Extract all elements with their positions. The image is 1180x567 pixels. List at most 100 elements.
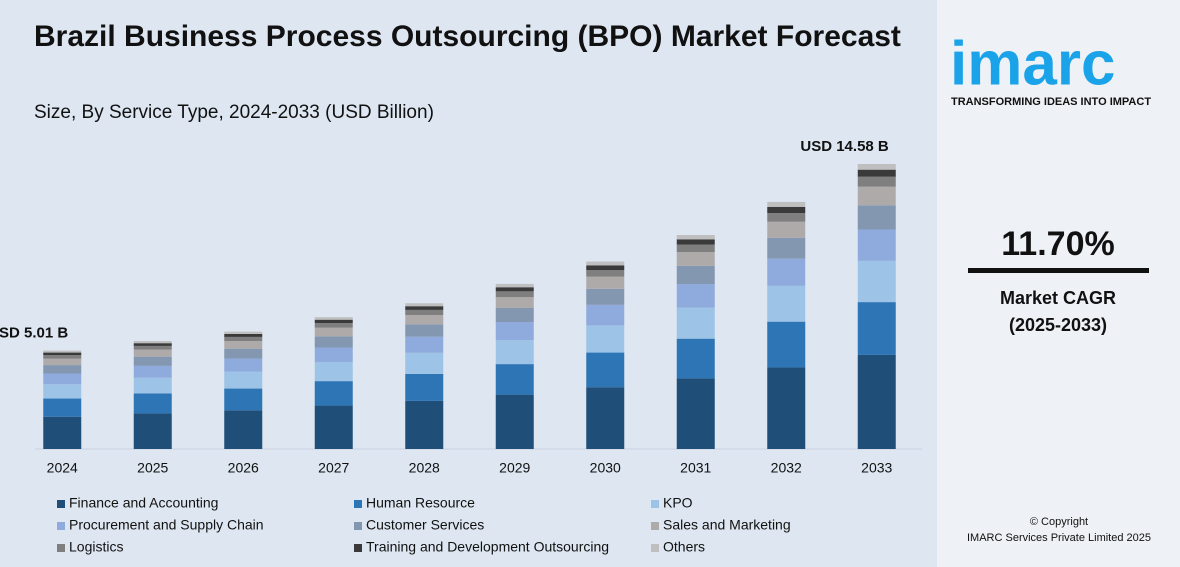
bar-segment: [586, 261, 625, 266]
total-label: USD 14.58 B: [800, 138, 889, 155]
bar-segment: [676, 265, 715, 285]
bar-segment: [676, 378, 715, 449]
bar-segment: [495, 297, 534, 308]
x-tick-label: 2029: [499, 460, 530, 476]
logo: imarc: [950, 29, 1115, 98]
bar-segment: [43, 384, 82, 399]
bar-segment: [405, 336, 444, 353]
legend-label: Logistics: [69, 539, 123, 555]
bar-segment: [224, 333, 263, 337]
legend-swatch: [354, 544, 362, 552]
bar-segment: [676, 284, 715, 308]
total-label: USD 5.01 B: [0, 325, 68, 342]
bar-segment: [676, 235, 715, 240]
bar-segment: [495, 340, 534, 365]
bar-segment: [495, 394, 534, 449]
bar-segment: [495, 322, 534, 341]
bar-segment: [405, 324, 444, 337]
bar-segment: [586, 265, 625, 271]
bar-segment: [224, 371, 263, 389]
bar-segment: [314, 336, 353, 348]
bar-segment: [857, 302, 896, 355]
chart-subtitle: Size, By Service Type, 2024-2033 (USD Bi…: [34, 102, 434, 123]
legend-swatch: [651, 500, 659, 508]
bar-segment: [405, 303, 444, 307]
bar-segment: [405, 306, 444, 310]
tagline: TRANSFORMING IDEAS INTO IMPACT: [951, 96, 1151, 108]
x-tick-label: 2030: [590, 460, 621, 476]
legend-swatch: [651, 522, 659, 530]
bar-segment: [314, 361, 353, 382]
bar-segment: [857, 205, 896, 230]
bar-segment: [767, 206, 806, 214]
legend-swatch: [57, 500, 65, 508]
bar-segment: [676, 307, 715, 339]
cagr-divider: [968, 268, 1149, 273]
legend-swatch: [57, 544, 65, 552]
bar-segment: [586, 387, 625, 449]
bar-segment: [314, 317, 353, 320]
legend-label: Training and Development Outsourcing: [366, 539, 609, 555]
bar-segment: [314, 381, 353, 406]
bar-segment: [224, 358, 263, 372]
legend-swatch: [651, 544, 659, 552]
bar-segment: [586, 352, 625, 388]
legend-label: KPO: [663, 495, 693, 511]
bar-segment: [676, 252, 715, 266]
bar-segment: [767, 201, 806, 207]
legend-label: Human Resource: [366, 495, 475, 511]
bar-segment: [405, 315, 444, 325]
bar-segment: [133, 345, 172, 350]
x-tick-label: 2033: [861, 460, 892, 476]
bar-segment: [405, 352, 444, 374]
legend-label: Customer Services: [366, 517, 484, 533]
bar-segment: [495, 287, 534, 292]
bar-segment: [43, 373, 82, 385]
bar-segment: [314, 405, 353, 449]
bar-segment: [857, 354, 896, 449]
bar-segment: [857, 164, 896, 170]
x-tick-label: 2028: [409, 460, 440, 476]
x-tick-label: 2032: [771, 460, 802, 476]
bar-segment: [43, 352, 82, 356]
company: IMARC Services Private Limited 2025: [967, 532, 1151, 544]
bar-segment: [767, 285, 806, 322]
bar-segment: [405, 400, 444, 449]
x-tick-label: 2027: [318, 460, 349, 476]
bar-segment: [224, 410, 263, 449]
bar-segment: [133, 393, 172, 414]
chart-title: Brazil Business Process Outsourcing (BPO…: [34, 20, 901, 53]
bar-segment: [314, 323, 353, 328]
bar-segment: [43, 365, 82, 374]
bar-segment: [224, 336, 263, 342]
x-tick-label: 2024: [47, 460, 78, 476]
bar-segment: [857, 229, 896, 261]
bar-segment: [314, 319, 353, 324]
bar-segment: [676, 244, 715, 253]
bar-segment: [676, 239, 715, 245]
legend-label: Others: [663, 539, 705, 555]
bar-segment: [43, 358, 82, 366]
bar-segment: [586, 325, 625, 353]
bar-segment: [314, 327, 353, 337]
bar-segment: [133, 343, 172, 346]
bar-segment: [405, 373, 444, 401]
bar-segment: [767, 237, 806, 259]
bar-segment: [495, 291, 534, 298]
copyright: © Copyright: [1030, 516, 1088, 528]
legend-label: Finance and Accounting: [69, 495, 218, 511]
bar-segment: [586, 276, 625, 289]
bar-segment: [133, 365, 172, 378]
bar-segment: [224, 331, 263, 334]
legend-label: Procurement and Supply Chain: [69, 517, 264, 533]
legend-label: Sales and Marketing: [663, 517, 791, 533]
bar-segment: [43, 416, 82, 449]
bar-segment: [224, 341, 263, 349]
bar-segment: [224, 388, 263, 411]
bar-segment: [133, 377, 172, 394]
legend-swatch: [354, 522, 362, 530]
x-tick-label: 2025: [137, 460, 168, 476]
bar-segment: [133, 413, 172, 449]
bar-segment: [767, 213, 806, 222]
sidebar-background: [937, 0, 1180, 567]
